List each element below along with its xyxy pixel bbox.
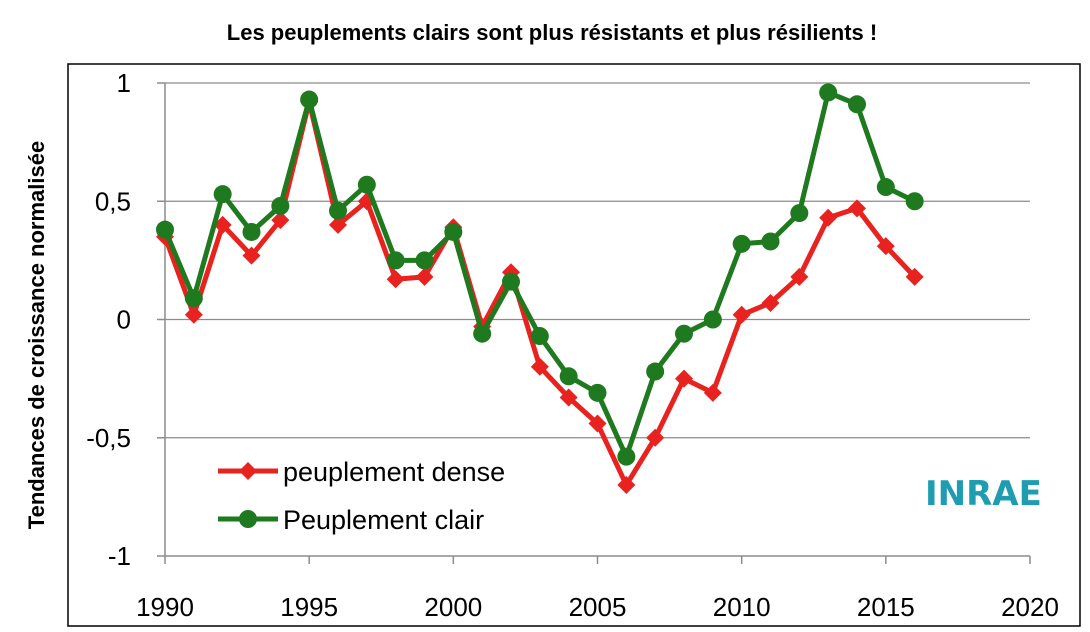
point-1-3 <box>242 222 261 241</box>
point-1-11 <box>473 324 492 343</box>
series-layer <box>156 83 924 495</box>
point-0-1 <box>184 305 203 324</box>
series-1 <box>156 83 924 466</box>
point-0-22 <box>790 267 809 286</box>
plot-frame <box>67 63 1081 627</box>
point-1-10 <box>444 222 463 241</box>
y-tick-label-4: -1 <box>108 541 131 571</box>
point-1-14 <box>559 367 578 386</box>
y-ticks: 1 0,5 0 -0,5 -1 <box>86 68 131 571</box>
point-1-18 <box>675 324 693 343</box>
point-1-23 <box>819 83 838 102</box>
legend-marker-0 <box>239 462 257 480</box>
point-1-6 <box>329 201 347 220</box>
inrae-logo: INRAE <box>925 474 1042 514</box>
point-0-24 <box>848 199 866 218</box>
point-0-21 <box>761 293 780 312</box>
point-1-13 <box>530 327 549 346</box>
x-tick-label-3: 2005 <box>569 592 627 622</box>
point-1-12 <box>502 272 520 291</box>
point-1-15 <box>588 383 607 402</box>
point-0-26 <box>905 267 924 286</box>
point-1-16 <box>617 447 636 466</box>
y-axis-label: Tendances de croissance normalisée <box>24 141 49 529</box>
point-1-7 <box>357 175 376 194</box>
point-1-2 <box>213 185 232 204</box>
point-0-14 <box>559 388 578 407</box>
legend-label-1: Peuplement clair <box>283 505 484 535</box>
point-0-9 <box>415 267 434 286</box>
point-1-17 <box>646 362 665 381</box>
y-tick-label-1: 0,5 <box>95 186 131 216</box>
point-1-20 <box>732 234 751 253</box>
legend-label-0: peuplement dense <box>283 457 505 487</box>
point-1-25 <box>876 178 895 197</box>
x-tick-label-4: 2010 <box>713 592 771 622</box>
point-0-15 <box>588 414 607 433</box>
axes <box>157 82 1031 564</box>
point-0-2 <box>213 215 232 234</box>
point-0-17 <box>646 428 665 447</box>
point-0-6 <box>329 215 347 234</box>
gridlines <box>165 82 1030 439</box>
point-0-25 <box>876 237 895 256</box>
legend-marker-1 <box>239 510 257 528</box>
x-tick-label-5: 2015 <box>857 592 915 622</box>
y-tick-label-3: -0,5 <box>86 423 131 453</box>
point-1-1 <box>184 289 203 308</box>
point-1-24 <box>848 95 866 114</box>
point-0-16 <box>617 476 636 495</box>
point-1-4 <box>271 196 290 215</box>
point-0-18 <box>675 369 693 388</box>
point-0-13 <box>530 357 549 376</box>
x-tick-label-1: 1995 <box>280 592 338 622</box>
point-1-5 <box>300 90 319 109</box>
y-tick-label-0: 1 <box>117 68 131 98</box>
y-tick-label-2: 0 <box>117 305 131 335</box>
x-tick-label-0: 1990 <box>136 592 194 622</box>
point-1-9 <box>415 251 434 270</box>
point-0-8 <box>386 270 405 289</box>
series-line-0 <box>162 99 917 488</box>
point-1-19 <box>703 310 722 329</box>
point-1-0 <box>156 220 174 239</box>
point-1-26 <box>905 192 924 211</box>
series-0 <box>156 92 924 495</box>
point-0-4 <box>271 211 290 230</box>
x-tick-label-6: 2020 <box>1001 592 1059 622</box>
legend: peuplement dense Peuplement clair <box>218 457 505 535</box>
point-0-3 <box>242 246 261 265</box>
point-1-22 <box>790 204 809 223</box>
point-0-23 <box>819 208 838 227</box>
x-tick-label-2: 2000 <box>424 592 482 622</box>
chart-title: Les peuplements clairs sont plus résista… <box>227 20 877 45</box>
point-1-21 <box>761 232 780 251</box>
point-1-8 <box>386 251 405 270</box>
x-ticks: 1990 1995 2000 2005 2010 2015 2020 <box>136 592 1059 622</box>
point-0-20 <box>732 305 751 324</box>
point-0-19 <box>703 383 722 402</box>
